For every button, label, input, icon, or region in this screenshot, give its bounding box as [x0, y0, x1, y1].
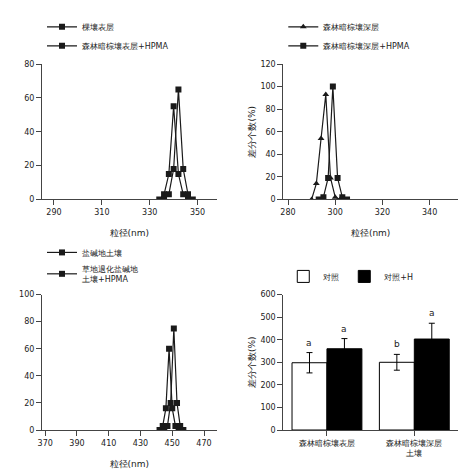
svg-text:盐碱地土壤: 盐碱地土壤 [82, 249, 122, 258]
svg-text:a: a [306, 338, 312, 348]
svg-text:20: 20 [24, 161, 34, 170]
svg-text:森林暗棕壤深层: 森林暗棕壤深层 [323, 23, 379, 32]
svg-text:20: 20 [24, 399, 34, 408]
svg-text:0: 0 [29, 426, 34, 435]
svg-text:300: 300 [328, 208, 343, 217]
svg-text:粒径(nm): 粒径(nm) [351, 228, 391, 238]
svg-text:40: 40 [265, 150, 275, 159]
svg-text:340: 340 [422, 208, 437, 217]
svg-text:500: 500 [260, 313, 275, 322]
svg-text:森林暗棕壤深层+HPMA: 森林暗棕壤深层+HPMA [323, 42, 409, 51]
svg-text:草地退化盐碱地土壤+HPMA: 草地退化盐碱地土壤+HPMA [82, 265, 138, 284]
svg-text:100: 100 [19, 290, 34, 299]
svg-text:100: 100 [260, 403, 275, 412]
svg-text:80: 80 [24, 60, 34, 69]
svg-text:320: 320 [375, 208, 390, 217]
svg-text:60: 60 [24, 94, 34, 103]
svg-text:0: 0 [271, 195, 276, 204]
svg-text:60: 60 [265, 128, 275, 137]
svg-text:390: 390 [69, 439, 84, 448]
svg-text:410: 410 [101, 439, 116, 448]
svg-text:430: 430 [133, 439, 148, 448]
svg-text:20: 20 [265, 173, 275, 182]
svg-text:对照: 对照 [323, 273, 339, 282]
svg-text:差分个数(%): 差分个数(%) [247, 337, 257, 389]
svg-text:0: 0 [29, 195, 34, 204]
svg-text:120: 120 [260, 60, 275, 69]
svg-text:450: 450 [165, 439, 180, 448]
svg-text:290: 290 [46, 208, 61, 217]
svg-text:310: 310 [94, 208, 109, 217]
svg-text:370: 370 [38, 439, 53, 448]
svg-text:b: b [394, 339, 400, 349]
svg-text:森林暗棕壤表层+HPMA: 森林暗棕壤表层+HPMA [82, 42, 168, 51]
svg-text:400: 400 [260, 336, 275, 345]
svg-text:80: 80 [265, 105, 275, 114]
svg-text:200: 200 [260, 381, 275, 390]
svg-text:280: 280 [280, 208, 295, 217]
svg-text:350: 350 [190, 208, 205, 217]
svg-text:森林暗棕壤表层: 森林暗棕壤表层 [299, 439, 355, 448]
svg-text:330: 330 [142, 208, 157, 217]
svg-text:粒径(nm): 粒径(nm) [110, 459, 150, 469]
svg-text:40: 40 [24, 128, 34, 137]
svg-text:森林暗棕壤深层土壤: 森林暗棕壤深层土壤 [386, 439, 442, 458]
svg-text:600: 600 [260, 290, 275, 299]
svg-text:差分个数(%): 差分个数(%) [247, 106, 257, 158]
svg-text:对照+H: 对照+H [384, 273, 413, 282]
svg-text:粒径(nm): 粒径(nm) [110, 228, 150, 238]
svg-text:40: 40 [24, 372, 34, 381]
svg-text:300: 300 [260, 358, 275, 367]
svg-text:100: 100 [260, 82, 275, 91]
svg-text:80: 80 [24, 317, 34, 326]
svg-text:0: 0 [271, 426, 276, 435]
svg-text:a: a [341, 324, 347, 334]
svg-text:a: a [429, 308, 435, 318]
svg-text:470: 470 [196, 439, 211, 448]
svg-text:棵壤表层: 棵壤表层 [82, 23, 114, 32]
svg-text:60: 60 [24, 345, 34, 354]
